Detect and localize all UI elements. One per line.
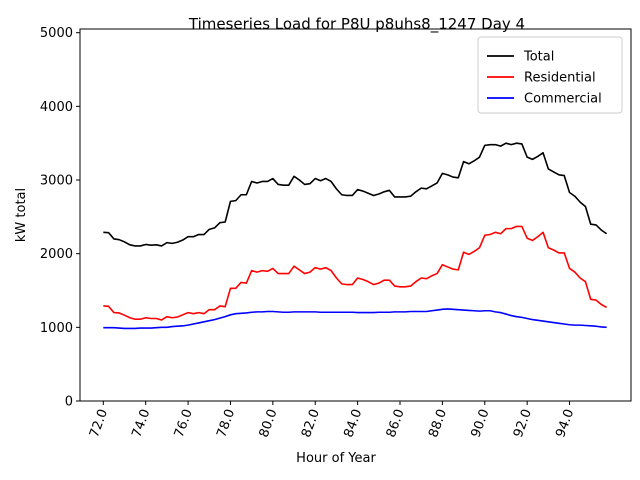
legend-label-residential: Residential [524, 71, 596, 86]
legend-label-commercial: Commercial [524, 92, 602, 107]
y-tick-label: 4000 [40, 100, 73, 115]
chart-title: Timeseries Load for P8U p8uhs8_1247 Day … [188, 15, 525, 34]
y-axis-title: kW total [14, 188, 29, 242]
y-tick-label: 3000 [40, 174, 73, 189]
x-axis-title: Hour of Year [296, 451, 376, 466]
y-tick-label: 1000 [40, 321, 73, 336]
y-tick-label: 5000 [40, 26, 73, 41]
legend-label-total: Total [523, 50, 554, 65]
y-tick-label: 2000 [40, 247, 73, 262]
y-tick-label: 0 [65, 395, 73, 410]
series-line-total [103, 142, 608, 247]
plot-area [103, 142, 608, 330]
legend: Total Residential Commercial [477, 36, 623, 114]
plot-frame [79, 28, 632, 402]
y-axis: 0 1000 2000 3000 4000 5000 [40, 26, 80, 410]
series-line-residential [103, 225, 608, 321]
series-line-commercial [103, 308, 607, 330]
